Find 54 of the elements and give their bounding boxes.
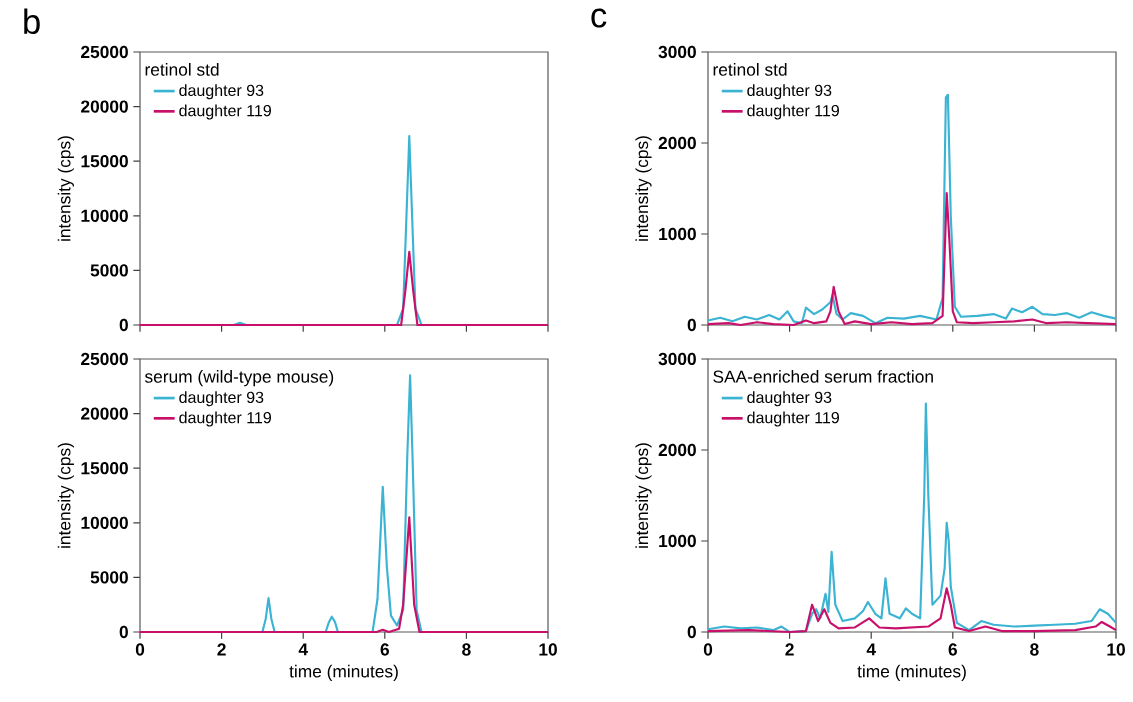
y-tick-label: 15000 xyxy=(81,462,128,475)
y-tick-label: 25000 xyxy=(81,45,128,59)
y-tick-label: 20000 xyxy=(81,407,128,420)
legend-label: daughter 119 xyxy=(179,104,271,120)
y-axis-title: intensity (cps) xyxy=(635,443,652,548)
y-tick-label: 0 xyxy=(119,318,128,332)
y-tick-label: 1000 xyxy=(659,534,696,548)
y-tick-label: 1000 xyxy=(659,227,696,241)
legend-title: retinol std xyxy=(145,63,219,76)
x-tick-label: 10 xyxy=(1107,643,1125,656)
y-tick-label: 0 xyxy=(687,625,696,639)
y-tick-label: 3000 xyxy=(658,352,696,366)
y-tick-label: 20000 xyxy=(81,100,128,113)
y-tick-label: 0 xyxy=(687,318,696,332)
y-axis-title: intensity (cps) xyxy=(635,136,652,241)
text: b xyxy=(24,8,40,35)
y-tick-label: 2000 xyxy=(658,443,696,457)
x-tick-label: 0 xyxy=(135,643,145,656)
legend-label: daughter 93 xyxy=(747,84,832,100)
x-tick-label: 0 xyxy=(703,643,713,656)
y-tick-label: 2000 xyxy=(658,136,696,150)
legend-label: daughter 93 xyxy=(179,84,264,100)
x-tick-label: 8 xyxy=(462,643,471,656)
x-tick-label: 8 xyxy=(1030,643,1039,656)
x-axis-title: time (minutes) xyxy=(857,664,966,681)
x-tick-label: 6 xyxy=(380,643,389,656)
y-axis-title: intensity (cps) xyxy=(57,443,74,548)
text: c xyxy=(591,8,607,28)
x-tick-label: 2 xyxy=(217,643,226,656)
x-tick-label: 4 xyxy=(298,643,308,656)
legend-label: daughter 119 xyxy=(747,411,839,427)
legend-label: daughter 119 xyxy=(747,104,839,120)
legend-label: daughter 93 xyxy=(179,391,264,407)
x-tick-label: 4 xyxy=(866,643,876,656)
y-tick-label: 3000 xyxy=(658,45,696,59)
legend-title: SAA-enriched serum fraction xyxy=(713,370,933,383)
line-series xyxy=(706,191,1118,327)
legend-title: retinol std xyxy=(713,63,787,76)
y-tick-label: 10000 xyxy=(81,516,128,529)
y-tick-label: 5000 xyxy=(90,264,128,277)
y-tick-label: 5000 xyxy=(90,571,128,584)
y-tick-label: 0 xyxy=(119,625,128,639)
y-tick-label: 25000 xyxy=(81,352,128,366)
legend-label: daughter 93 xyxy=(747,391,832,407)
y-tick-label: 10000 xyxy=(81,209,128,222)
legend-label: daughter 119 xyxy=(179,411,271,427)
x-tick-label: 2 xyxy=(785,643,794,656)
y-axis-title: intensity (cps) xyxy=(57,136,74,241)
x-tick-label: 10 xyxy=(539,643,557,656)
legend-title: serum (wild-type mouse) xyxy=(144,370,334,387)
line-series xyxy=(138,516,550,634)
x-tick-label: 6 xyxy=(948,643,957,656)
x-axis-title: time (minutes) xyxy=(289,664,398,681)
y-tick-label: 15000 xyxy=(81,155,128,168)
